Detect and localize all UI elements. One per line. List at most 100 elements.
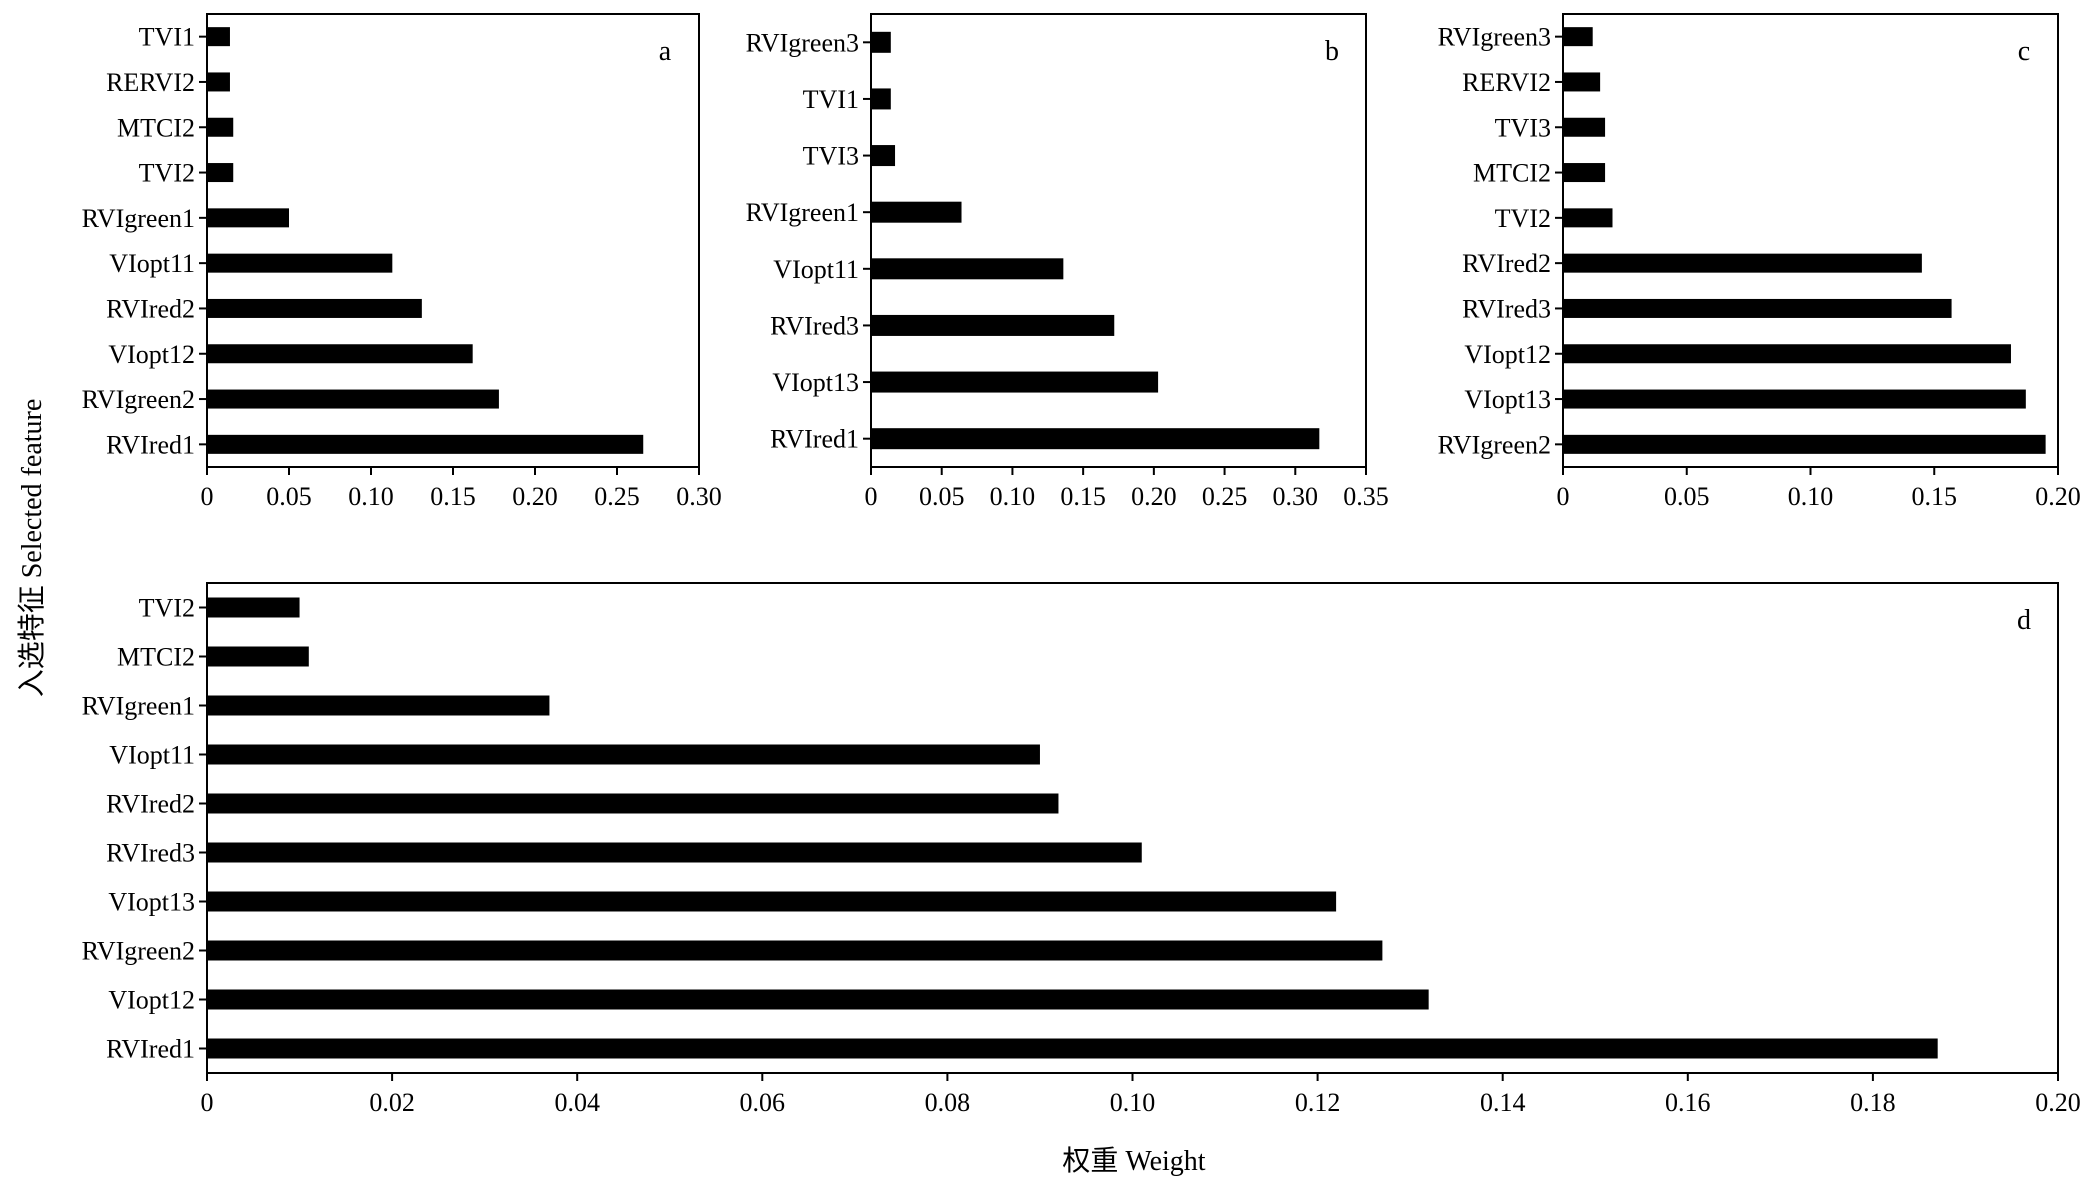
- x-tick-label: 0.05: [1664, 482, 1710, 511]
- bar-RVIred1: [207, 1038, 1938, 1059]
- x-tick-label: 0.08: [925, 1088, 971, 1117]
- panel-d: d 0 0.02 0.04 0.06 0.08 0.10 0.12 0.14 0.16 0.18 0.…: [82, 582, 2081, 1117]
- x-tick-label: 0.05: [919, 482, 965, 511]
- bar-RVIgreen1: [207, 208, 289, 228]
- bar-RERVI2: [1563, 72, 1601, 92]
- category-label: TVI1: [803, 85, 859, 114]
- category-label: MTCI2: [117, 643, 195, 672]
- category-label: TVI2: [1495, 204, 1551, 233]
- category-label: VIopt11: [109, 741, 195, 770]
- category-label: RVIred2: [106, 294, 195, 323]
- bar-MTCI2: [207, 646, 309, 667]
- bar-TVI1: [871, 88, 891, 110]
- y-axis-title: 入选特征 Selected feature: [16, 399, 48, 698]
- category-label: VIopt13: [108, 888, 195, 917]
- category-label: RVIred3: [1462, 294, 1551, 323]
- x-tick-label: 0.25: [594, 482, 640, 511]
- bar-RVIgreen1: [871, 201, 962, 223]
- panel-label-c: c: [2018, 36, 2030, 67]
- x-tick-label: 0: [201, 482, 214, 511]
- x-tick-label: 0: [201, 1088, 214, 1117]
- x-axis-title: 权重 Weight: [1062, 1145, 1205, 1177]
- x-tick-label: 0.10: [1788, 482, 1834, 511]
- category-label: RVIred3: [770, 311, 859, 340]
- x-tick-label: 0.02: [369, 1088, 415, 1117]
- panel-a: a 0 0.05 0.10 0.15 0.20 0.25 0.30 TVI1 RERVI2 MTCI…: [82, 13, 722, 511]
- panel-b: b 0 0.05 0.10 0.15 0.20 0.25 0.30 0.35 RVIgreen3 T…: [746, 13, 1389, 511]
- x-tick-label: 0.20: [2035, 482, 2081, 511]
- x-tick-label: 0: [1557, 482, 1570, 511]
- bar-RVIgreen1: [207, 695, 550, 716]
- bar-RERVI2: [207, 72, 230, 92]
- bar-RVIgreen2: [1563, 434, 2046, 454]
- x-tick-label: 0.15: [1060, 482, 1106, 511]
- bar-TVI2: [207, 597, 300, 618]
- bar-TVI3: [1563, 117, 1606, 137]
- bar-VIopt13: [871, 371, 1159, 393]
- bar-VIopt12: [207, 989, 1429, 1010]
- x-tick-label: 0.20: [512, 482, 558, 511]
- bar-RVIgreen3: [871, 31, 891, 53]
- x-tick-label: 0.04: [554, 1088, 600, 1117]
- category-label: RVIred1: [770, 425, 859, 454]
- category-label: VIopt13: [772, 368, 859, 397]
- category-label: VIopt13: [1464, 385, 1551, 414]
- category-label: RVIgreen3: [1438, 23, 1551, 52]
- category-label: RVIred1: [106, 430, 195, 459]
- x-tick-label: 0.05: [266, 482, 312, 511]
- x-tick-label: 0.18: [1850, 1088, 1896, 1117]
- bar-VIopt11: [871, 258, 1064, 280]
- category-label: TVI2: [139, 159, 195, 188]
- bar-RVIred3: [207, 842, 1142, 863]
- bar-VIopt11: [207, 253, 393, 273]
- bar-RVIred3: [871, 314, 1115, 336]
- category-label: TVI1: [139, 23, 195, 52]
- category-label: RVIgreen2: [1438, 430, 1551, 459]
- x-tick-label: 0.15: [1912, 482, 1958, 511]
- panel-label-a: a: [659, 36, 672, 67]
- panel-label-d: d: [2017, 605, 2031, 636]
- panel-c: c 0 0.05 0.10 0.15 0.20 RVIgreen3 RERVI2 TVI3 MTC…: [1438, 13, 2081, 511]
- bar-RVIred1: [207, 434, 644, 454]
- category-label: TVI3: [803, 142, 859, 171]
- x-tick-label: 0.06: [740, 1088, 786, 1117]
- category-label: RVIgreen3: [746, 28, 859, 57]
- category-label: RVIgreen2: [82, 937, 195, 966]
- bar-VIopt13: [1563, 389, 2026, 409]
- x-tick-label: 0.15: [430, 482, 476, 511]
- category-label: VIopt12: [108, 340, 195, 369]
- plot-frame-b: [870, 13, 1367, 468]
- bar-RVIred2: [207, 298, 422, 318]
- category-label: RVIgreen1: [746, 198, 859, 227]
- category-label: RERVI2: [1462, 68, 1551, 97]
- x-tick-label: 0.20: [1131, 482, 1177, 511]
- bar-VIopt13: [207, 891, 1337, 912]
- x-tick-label: 0.35: [1343, 482, 1389, 511]
- category-label: MTCI2: [1473, 159, 1551, 188]
- x-tick-label: 0.10: [1110, 1088, 1156, 1117]
- x-tick-label: 0.25: [1202, 482, 1248, 511]
- category-label: RERVI2: [106, 68, 195, 97]
- bar-VIopt12: [1563, 344, 2011, 364]
- bar-VIopt12: [207, 344, 473, 364]
- category-label: TVI3: [1495, 113, 1551, 142]
- bar-TVI3: [871, 145, 896, 167]
- category-label: RVIgreen1: [82, 692, 195, 721]
- bar-RVIred3: [1563, 298, 1952, 318]
- bar-RVIred1: [871, 428, 1320, 450]
- bar-RVIred2: [207, 793, 1059, 814]
- bar-VIopt11: [207, 744, 1040, 765]
- category-label: RVIgreen1: [82, 204, 195, 233]
- bar-TVI2: [207, 163, 234, 183]
- category-label: MTCI2: [117, 113, 195, 142]
- category-label: RVIred2: [1462, 249, 1551, 278]
- chart-panels: a 0 0.05 0.10 0.15 0.20 0.25 0.30 TVI1 RERVI2 MTCI…: [82, 13, 2081, 1117]
- x-tick-label: 0.30: [676, 482, 722, 511]
- category-label: VIopt12: [1464, 340, 1551, 369]
- bar-TVI2: [1563, 208, 1613, 228]
- category-label: VIopt11: [773, 255, 859, 284]
- category-label: RVIred3: [106, 839, 195, 868]
- x-tick-label: 0.20: [2035, 1088, 2081, 1117]
